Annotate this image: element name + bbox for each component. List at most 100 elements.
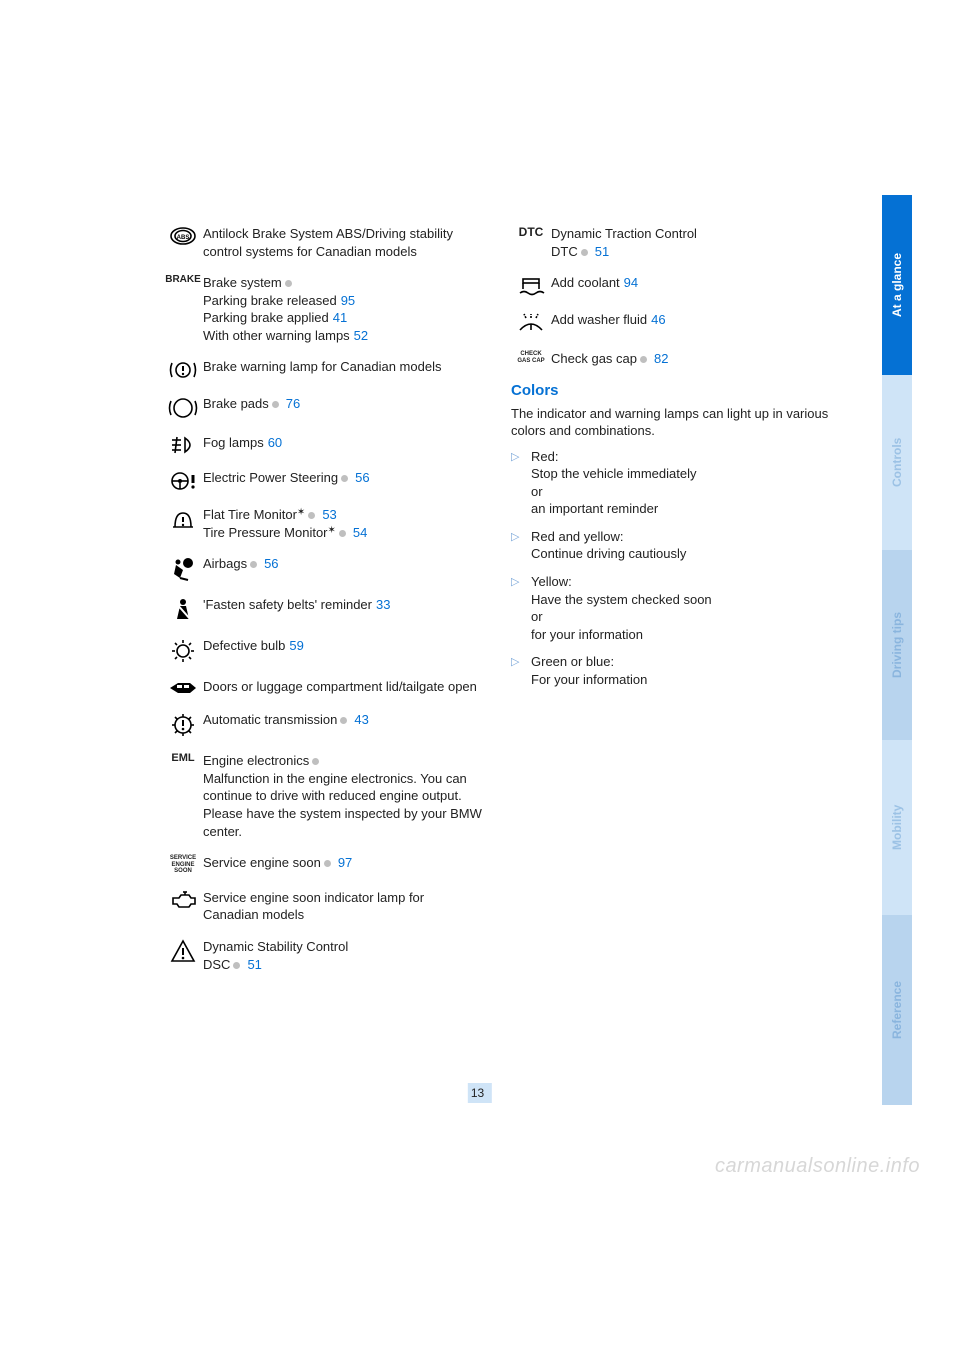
brake-pads-icon [163, 395, 203, 420]
page-number-value: 13 [471, 1086, 484, 1100]
info-dot-icon [581, 249, 588, 256]
indicator-row: Brake pads 76 [163, 395, 483, 420]
color-bullet: ▷Red:Stop the vehicle immediatelyoran im… [511, 448, 831, 518]
page-ref-link[interactable]: 33 [376, 597, 390, 612]
indicator-row: Electric Power Steering 56 [163, 469, 483, 492]
page-ref-link[interactable]: 51 [595, 244, 609, 259]
item-label: With other warning lamps [203, 328, 350, 343]
item-label: Airbags [203, 556, 247, 571]
item-label: Add washer fluid [551, 312, 647, 327]
eml-icon: EML [163, 752, 203, 764]
bullet-text: Red:Stop the vehicle immediatelyoran imp… [531, 448, 831, 518]
section-tab[interactable]: Controls [882, 375, 912, 550]
info-dot-icon [339, 530, 346, 537]
indicator-row: Automatic transmission43 [163, 711, 483, 738]
content-area: ABSAntilock Brake System ABS/Driving sta… [163, 225, 863, 987]
item-label: Brake pads [203, 396, 269, 411]
page-ref-link[interactable]: 52 [354, 328, 368, 343]
engine-outline-icon [163, 889, 203, 910]
gascap-icon: CHECKGAS CAP [511, 350, 551, 364]
indicator-row: SERVICEENGINESOONService engine soon 97 [163, 854, 483, 875]
item-text: Check gas cap82 [551, 350, 831, 368]
indicator-row: Add washer fluid 46 [511, 311, 831, 336]
section-tabs: At a glanceControlsDriving tipsMobilityR… [882, 195, 912, 1105]
page-ref-link[interactable]: 56 [355, 470, 369, 485]
door-icon [163, 678, 203, 697]
item-text: Airbags 56 [203, 555, 483, 573]
washer-icon [511, 311, 551, 336]
info-dot-icon [308, 512, 315, 519]
colors-heading: Colors [511, 382, 831, 399]
page-ref-link[interactable]: 59 [289, 638, 303, 653]
item-label: Service engine soon [203, 855, 321, 870]
info-dot-icon [312, 758, 319, 765]
indicator-row: Defective bulb 59 [163, 637, 483, 664]
item-label: Parking brake released [203, 293, 337, 308]
page-ref-link[interactable]: 41 [333, 310, 347, 325]
page-ref-link[interactable]: 43 [354, 712, 368, 727]
indicator-row: CHECKGAS CAPCheck gas cap82 [511, 350, 831, 368]
gear-icon [163, 711, 203, 738]
page-ref-link[interactable]: 54 [353, 525, 367, 540]
info-dot-icon [233, 962, 240, 969]
page-ref-link[interactable]: 95 [341, 293, 355, 308]
star-icon: ✶ [297, 507, 305, 518]
item-text: Dynamic Traction ControlDTC51 [551, 225, 831, 260]
page-ref-link[interactable]: 94 [624, 275, 638, 290]
item-text: Service engine soon 97 [203, 854, 483, 872]
item-text: Service engine soon indicator lamp for C… [203, 889, 483, 924]
right-column: DTCDynamic Traction ControlDTC51Add cool… [511, 225, 831, 987]
info-dot-icon [250, 561, 257, 568]
indicator-row: 'Fasten safety belts' reminder33 [163, 596, 483, 623]
item-label: DSC [203, 957, 230, 972]
item-text: Add coolant94 [551, 274, 831, 292]
page-number: 13 [468, 1083, 492, 1103]
page-ref-link[interactable]: 97 [338, 855, 352, 870]
page-ref-link[interactable]: 82 [654, 351, 668, 366]
page-ref-link[interactable]: 76 [286, 396, 300, 411]
star-icon: ✶ [328, 525, 336, 536]
item-text: Doors or luggage compartment lid/tailgat… [203, 678, 483, 696]
indicator-row: Doors or luggage compartment lid/tailgat… [163, 678, 483, 697]
left-column: ABSAntilock Brake System ABS/Driving sta… [163, 225, 483, 987]
bullet-text: Green or blue:For your information [531, 653, 831, 688]
info-dot-icon [324, 860, 331, 867]
item-label: Dynamic Stability Control [203, 939, 348, 954]
item-text: 'Fasten safety belts' reminder33 [203, 596, 483, 614]
section-tab[interactable]: At a glance [882, 195, 912, 375]
item-label: Fog lamps [203, 435, 264, 450]
item-label: Defective bulb [203, 638, 285, 653]
info-dot-icon [272, 401, 279, 408]
indicator-row: BRAKEBrake system Parking brake released 9… [163, 274, 483, 344]
tire-icon [163, 506, 203, 531]
abs-icon: ABS [163, 225, 203, 246]
item-label: Brake system [203, 275, 282, 290]
page-ref-link[interactable]: 60 [268, 435, 282, 450]
item-text: Engine electronicsMalfunction in the eng… [203, 752, 483, 840]
airbag-icon [163, 555, 203, 582]
triangle-bullet-icon: ▷ [511, 528, 531, 543]
page-ref-link[interactable]: 53 [322, 507, 336, 522]
watermark: carmanualsonline.info [715, 1155, 920, 1178]
triangle-bullet-icon: ▷ [511, 448, 531, 463]
brake-text-icon: BRAKE [163, 274, 203, 285]
item-text: Defective bulb 59 [203, 637, 483, 655]
section-tab[interactable]: Mobility [882, 740, 912, 915]
page-ref-link[interactable]: 56 [264, 556, 278, 571]
indicator-row: EMLEngine electronicsMalfunction in the … [163, 752, 483, 840]
item-label: Electric Power Steering [203, 470, 338, 485]
bulb-icon [163, 637, 203, 664]
section-tab[interactable]: Reference [882, 915, 912, 1105]
page-ref-link[interactable]: 51 [247, 957, 261, 972]
service-engine-icon: SERVICEENGINESOON [163, 854, 203, 875]
section-tab[interactable]: Driving tips [882, 550, 912, 740]
colors-intro: The indicator and warning lamps can ligh… [511, 405, 831, 440]
item-text: Flat Tire Monitor✶53Tire Pressure Monito… [203, 506, 483, 541]
indicator-row: Brake warning lamp for Canadian models [163, 358, 483, 381]
page-ref-link[interactable]: 46 [651, 312, 665, 327]
info-dot-icon [341, 475, 348, 482]
bullet-text: Red and yellow:Continue driving cautious… [531, 528, 831, 563]
seatbelt-icon [163, 596, 203, 623]
info-dot-icon [285, 280, 292, 287]
indicator-row: ABSAntilock Brake System ABS/Driving sta… [163, 225, 483, 260]
